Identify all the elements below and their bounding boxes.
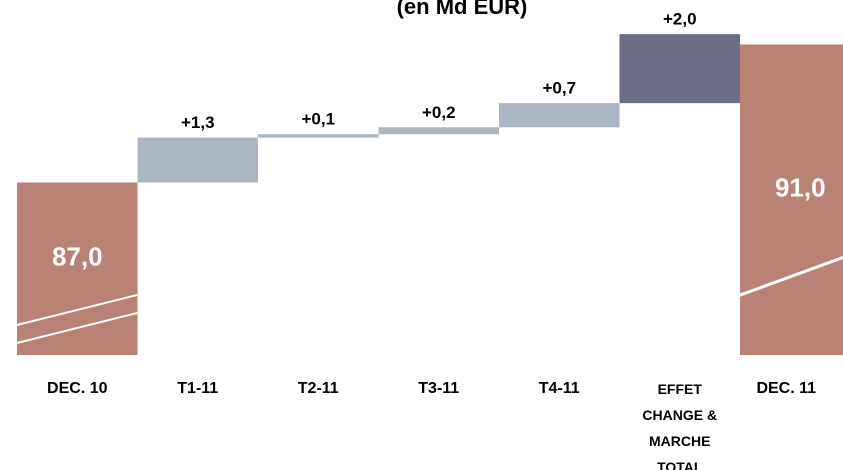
value-label: +1,3 [181,113,215,132]
chart-subtitle: (en Md EUR) [397,0,528,19]
bar [258,134,379,138]
bar [378,127,499,135]
axis-break [16,256,843,344]
x-tick-label: DEC. 10 [47,380,108,397]
value-label: +0,7 [542,79,576,98]
x-tick-label: T3-11 [418,380,460,397]
bar [619,34,740,104]
x-tick-label: EFFET CHANGE & MARCHE TOTAL [642,381,718,470]
x-tick-label: T4-11 [538,380,580,397]
x-tick-label: T1-11 [177,380,219,397]
value-label: +0,1 [301,110,335,129]
value-label: +2,0 [663,10,697,29]
value-label: 91,0 [775,173,826,203]
value-label: +0,2 [422,103,456,122]
bar [740,44,843,355]
bar [499,103,620,128]
break-line [16,294,138,326]
bar [137,137,258,183]
bar [17,182,138,355]
break-line [16,312,138,344]
x-tick-label: T2-11 [297,380,339,397]
break-line [738,257,843,297]
x-tick-label: DEC. 11 [756,380,817,397]
value-label: 87,0 [52,242,103,272]
